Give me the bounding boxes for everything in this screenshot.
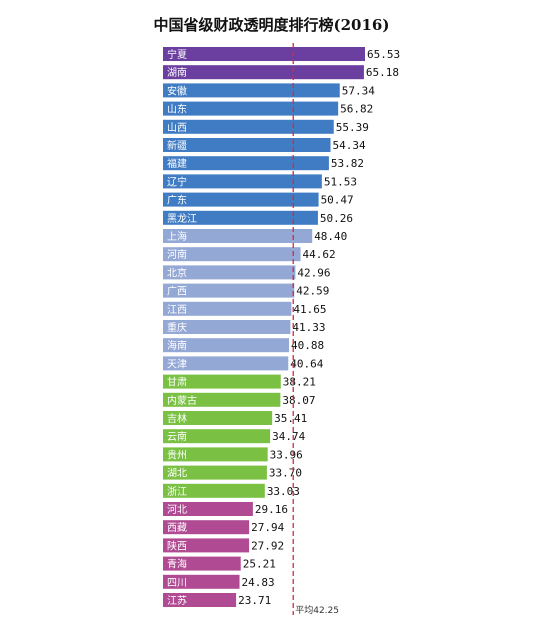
bar: [163, 174, 322, 189]
category-label: 重庆: [167, 321, 187, 334]
bar: [163, 101, 339, 116]
category-label: 云南: [167, 430, 187, 443]
bar: [163, 138, 331, 152]
data-label: 23.71: [238, 594, 271, 607]
data-label: 40.64: [290, 357, 323, 370]
bar: [163, 411, 273, 425]
data-label: 27.92: [251, 539, 284, 552]
bar: [163, 392, 281, 407]
bar: [163, 338, 290, 353]
data-label: 41.65: [293, 303, 326, 316]
category-label: 陕西: [167, 539, 187, 552]
data-label: 50.47: [321, 194, 354, 207]
bar: [163, 210, 318, 225]
category-label: 福建: [167, 157, 187, 170]
bar: [163, 502, 253, 516]
data-label: 35.41: [274, 412, 307, 425]
bar: [163, 538, 250, 553]
category-label: 安徽: [167, 84, 187, 97]
category-label: 广西: [167, 286, 187, 298]
data-label: 33.70: [269, 467, 302, 480]
bar: [163, 301, 292, 316]
category-label: 山西: [167, 122, 187, 134]
bar: [163, 483, 265, 498]
category-label: 青海: [167, 558, 187, 571]
chart-title: 中国省级财政透明度排行榜(2016): [153, 16, 390, 34]
data-label: 53.82: [331, 157, 364, 170]
data-label: 55.39: [336, 121, 369, 134]
data-label: 56.82: [340, 103, 373, 116]
data-label: 27.94: [251, 521, 284, 534]
bar: [163, 156, 329, 171]
category-label: 西藏: [167, 522, 187, 534]
category-label: 吉林: [167, 412, 187, 425]
bar: [163, 283, 295, 298]
bar: [163, 356, 289, 371]
bar: [163, 47, 365, 61]
data-label: 57.34: [342, 84, 375, 97]
category-label: 上海: [167, 230, 187, 243]
bar: [163, 374, 281, 389]
bar: [163, 265, 296, 280]
bar: [163, 229, 313, 243]
category-label: 内蒙古: [167, 394, 197, 407]
data-label: 65.53: [367, 48, 400, 61]
category-label: 贵州: [167, 448, 187, 461]
bar: [163, 465, 267, 480]
bar: [163, 520, 250, 535]
data-label: 33.03: [267, 485, 300, 498]
category-label: 海南: [167, 339, 187, 352]
data-label: 29.16: [255, 503, 288, 516]
data-label: 24.83: [242, 576, 275, 589]
data-label: 38.21: [283, 376, 316, 389]
category-label: 山东: [167, 103, 187, 116]
data-label: 38.07: [282, 394, 315, 407]
category-label: 辽宁: [167, 175, 187, 188]
bar: [163, 65, 364, 80]
data-label: 41.33: [292, 321, 325, 334]
category-label: 河南: [167, 248, 187, 261]
data-label: 51.53: [324, 175, 357, 188]
bar: [163, 447, 268, 462]
bar: [163, 556, 241, 571]
data-label: 54.34: [333, 139, 366, 152]
category-label: 新疆: [167, 139, 187, 152]
bar: [163, 247, 301, 262]
category-label: 湖北: [167, 468, 187, 480]
category-label: 浙江: [167, 486, 187, 498]
bar: [163, 593, 237, 607]
data-label: 65.18: [366, 66, 399, 79]
category-label: 四川: [167, 578, 187, 589]
bar: [163, 574, 240, 589]
category-label: 湖南: [167, 66, 187, 79]
data-label: 42.96: [297, 266, 330, 279]
data-label: 34.74: [272, 430, 305, 443]
category-label: 天津: [167, 358, 187, 370]
category-label: 北京: [167, 266, 187, 279]
category-label: 河北: [167, 504, 187, 516]
data-label: 50.26: [320, 212, 353, 225]
data-label: 44.62: [303, 248, 336, 261]
bar: [163, 320, 291, 334]
category-label: 江西: [167, 304, 187, 316]
category-label: 江苏: [167, 594, 187, 607]
category-label: 广东: [167, 194, 187, 207]
category-label: 甘肃: [167, 376, 187, 389]
data-label: 48.40: [314, 230, 347, 243]
bar: [163, 119, 334, 134]
average-label: 平均42.25: [295, 604, 339, 616]
category-label: 黑龙江: [167, 212, 197, 225]
bar: [163, 429, 271, 444]
data-label: 40.88: [291, 339, 324, 352]
bar: [163, 192, 319, 207]
data-label: 42.59: [296, 285, 329, 298]
data-label: 25.21: [243, 558, 276, 571]
bar: [163, 83, 340, 98]
data-label: 33.96: [270, 448, 303, 461]
category-label: 宁夏: [167, 48, 187, 61]
